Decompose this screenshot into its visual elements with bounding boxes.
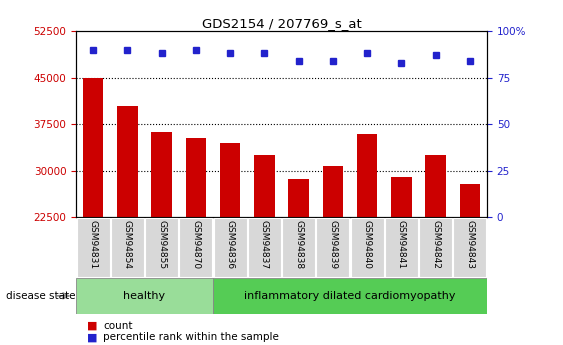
Text: GSM94854: GSM94854 [123, 220, 132, 269]
Bar [111, 218, 144, 277]
Bar [453, 218, 486, 277]
Bar [419, 218, 452, 277]
Text: GSM94837: GSM94837 [260, 220, 269, 269]
Text: GSM94838: GSM94838 [294, 220, 303, 269]
Text: ■: ■ [87, 333, 98, 342]
Text: count: count [103, 321, 132, 331]
Text: GSM94870: GSM94870 [191, 220, 200, 269]
Text: GSM94855: GSM94855 [157, 220, 166, 269]
Text: ■: ■ [87, 321, 98, 331]
Bar [426, 155, 446, 217]
Bar [76, 278, 213, 314]
Bar [83, 78, 104, 217]
Bar [213, 278, 487, 314]
Text: GSM94836: GSM94836 [226, 220, 235, 269]
Bar [117, 106, 138, 217]
Text: GSM94839: GSM94839 [328, 220, 337, 269]
Title: GDS2154 / 207769_s_at: GDS2154 / 207769_s_at [202, 17, 361, 30]
Bar [357, 134, 377, 217]
Bar [254, 155, 275, 217]
Text: percentile rank within the sample: percentile rank within the sample [103, 333, 279, 342]
Bar [186, 138, 206, 217]
Text: GSM94843: GSM94843 [466, 220, 475, 269]
Bar [77, 218, 110, 277]
Bar [288, 179, 309, 217]
Text: GSM94840: GSM94840 [363, 220, 372, 269]
Bar [323, 166, 343, 217]
Text: GSM94831: GSM94831 [88, 220, 97, 269]
Text: disease state: disease state [6, 291, 75, 301]
Bar [145, 218, 178, 277]
Bar [282, 218, 315, 277]
Text: GSM94841: GSM94841 [397, 220, 406, 269]
Bar [180, 218, 212, 277]
Bar [391, 177, 412, 217]
Bar [316, 218, 349, 277]
Text: healthy: healthy [123, 291, 166, 301]
Bar [220, 143, 240, 217]
Bar [214, 218, 247, 277]
Bar [248, 218, 281, 277]
Text: inflammatory dilated cardiomyopathy: inflammatory dilated cardiomyopathy [244, 291, 455, 301]
Bar [459, 185, 480, 217]
Text: GSM94842: GSM94842 [431, 220, 440, 269]
Bar [385, 218, 418, 277]
Bar [151, 132, 172, 217]
Bar [351, 218, 383, 277]
